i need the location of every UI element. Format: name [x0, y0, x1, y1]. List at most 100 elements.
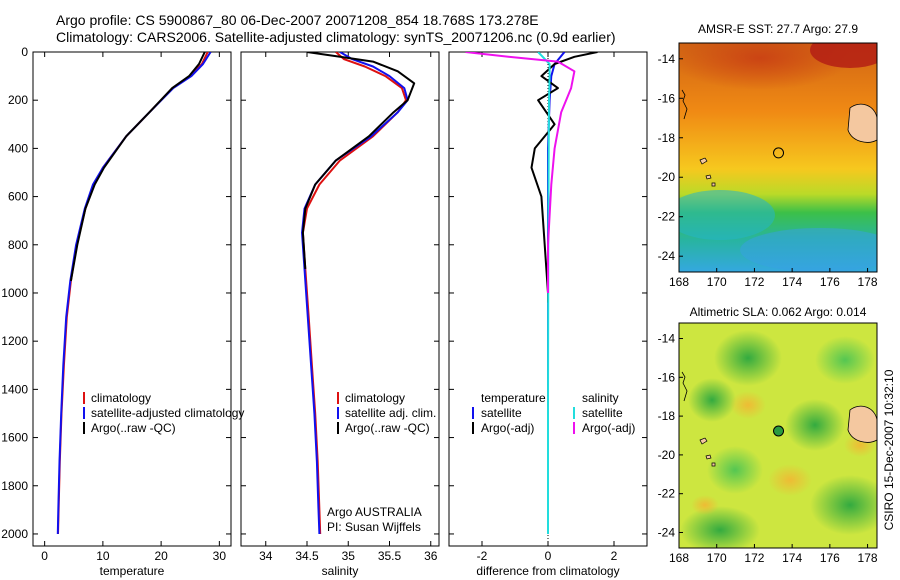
difference-xlabel: difference from climatology	[476, 564, 619, 578]
small-islands	[699, 157, 716, 187]
legend-label-argo: Argo(..raw -QC)	[91, 421, 176, 435]
legend-label-satellite: satellite adj. clim.	[345, 406, 436, 420]
lat-tick-label: -16	[658, 370, 676, 384]
y-tick-label: 1200	[1, 334, 28, 348]
sst-cool-south	[740, 228, 877, 272]
lat-tick-label: -18	[658, 409, 676, 423]
lon-tick-label: 172	[744, 275, 764, 289]
sla-map-panel: Altimetric SLA: 0.062 Argo: 0.014 168 170…	[658, 305, 878, 565]
y-tick-label: 0	[21, 45, 28, 59]
legend-label-climatology: climatology	[345, 391, 405, 405]
salinity-panel: 34 34.5 35 35.5 36 salinity climatology sate…	[240, 51, 440, 578]
temperature-legend: climatology satellite-adjusted climatolo…	[83, 391, 244, 435]
figure-title-line2: Climatology: CARS2006. Satellite-adjuste…	[56, 29, 616, 45]
legend-label-argo: Argo(..raw -QC)	[345, 421, 430, 435]
sla-map-title: Altimetric SLA: 0.062 Argo: 0.014	[690, 305, 867, 319]
sla-map-frame	[678, 322, 878, 549]
salinity-axis: 34 34.5 35 35.5 36	[241, 51, 439, 563]
sst-field	[679, 43, 877, 272]
legend-label-temp-satellite: satellite	[481, 406, 522, 420]
series-line-climatology	[301, 52, 407, 535]
lon-tick-label: 174	[782, 551, 802, 565]
argo-float-marker	[773, 147, 785, 159]
temperature-xlabel: temperature	[100, 564, 165, 578]
x-tick-label: 36	[424, 549, 438, 563]
series-line-salinity-argo-adj-	[465, 52, 576, 293]
pi-annotation: PI: Susan Wijffels	[327, 520, 421, 534]
difference-series	[465, 52, 598, 534]
sst-map-axes: 168 170 172 174 176 178 -14 -16 -18 -20 -22 -24	[658, 52, 878, 289]
lat-tick-label: -22	[658, 210, 676, 224]
series-line-temperature-satellite	[547, 52, 566, 534]
salinity-series	[301, 52, 416, 535]
sla-low-eddy-7	[680, 506, 760, 548]
sla-low-eddy-6	[810, 475, 877, 535]
sla-high-eddy-2	[768, 464, 812, 496]
lat-tick-label: -24	[658, 525, 676, 539]
sst-hot-corner	[810, 43, 877, 68]
temperature-axis: 0 10 20 30 0 200 400 600 800 1000 1200 1400 1600 1800…	[1, 45, 231, 563]
sla-low-eddy-5	[707, 446, 763, 494]
lat-tick-label: -14	[658, 52, 676, 66]
x-tick-label: 34	[259, 549, 273, 563]
temperature-series	[56, 52, 212, 535]
series-line-temperature-argo-adj-	[530, 52, 598, 303]
coastline	[681, 89, 688, 120]
legend-heading-temperature: temperature	[481, 391, 546, 405]
x-tick-label: 20	[154, 549, 168, 563]
lat-tick-label: -16	[658, 91, 676, 105]
difference-panel: -2 0 2 difference from climatology tempera…	[448, 51, 648, 578]
x-tick-label: 2	[611, 549, 618, 563]
legend-label-satellite: satellite-adjusted climatology	[91, 406, 244, 420]
sst-map-panel: AMSR-E SST: 27.7 Argo: 27.9 168 170 172 174…	[658, 22, 878, 289]
lon-tick-label: 170	[707, 275, 727, 289]
lon-tick-label: 178	[858, 275, 878, 289]
argo-country-annotation: Argo AUSTRALIA	[327, 505, 422, 519]
sla-low-eddy-3	[688, 378, 736, 422]
lon-tick-label: 168	[669, 551, 689, 565]
lat-tick-label: -20	[658, 170, 676, 184]
x-tick-label: 35	[342, 549, 356, 563]
series-line-satellite-adj-clim-	[301, 52, 409, 535]
series-line-satellite-adjusted-climatology	[56, 52, 212, 535]
sla-low-eddy-1	[714, 330, 782, 386]
lat-tick-label: -18	[658, 131, 676, 145]
y-tick-label: 400	[8, 141, 28, 155]
series-line-salinity-satellite	[537, 52, 551, 534]
difference-axis: -2 0 2	[449, 51, 647, 563]
series-line-argo-raw-qc-	[69, 52, 206, 282]
temperature-panel: 0 10 20 30 0 200 400 600 800 1000 1200 1400 1600 1800…	[1, 45, 244, 578]
legend-heading-salinity: salinity	[582, 391, 619, 405]
y-tick-label: 1800	[1, 479, 28, 493]
lon-tick-label: 170	[707, 551, 727, 565]
lon-tick-label: 174	[782, 275, 802, 289]
legend-label-temp-argo: Argo(-adj)	[481, 421, 534, 435]
credit-timestamp: CSIRO 15-Dec-2007 10:32:10	[882, 369, 896, 530]
lat-tick-label: -20	[658, 448, 676, 462]
sst-map-frame	[678, 42, 878, 273]
x-tick-label: 10	[96, 549, 110, 563]
lon-tick-label: 176	[820, 551, 840, 565]
sla-low-eddy-4	[785, 399, 845, 451]
x-tick-label: 34.5	[295, 549, 319, 563]
y-tick-label: 200	[8, 93, 28, 107]
small-islands	[699, 437, 716, 467]
lon-tick-label: 168	[669, 275, 689, 289]
salinity-legend: climatology satellite adj. clim. Argo(..…	[337, 391, 436, 435]
x-tick-label: 0	[41, 549, 48, 563]
sst-cool-patch	[679, 190, 775, 240]
sst-warm-region	[679, 43, 850, 90]
lat-tick-label: -22	[658, 487, 676, 501]
x-tick-label: 0	[545, 549, 552, 563]
sla-high-eddy-1	[730, 391, 766, 419]
sla-map-axes: 168 170 172 174 176 178 -14 -16 -18 -20 -22 -24	[658, 332, 878, 565]
lon-tick-label: 176	[820, 275, 840, 289]
salinity-plot-frame	[240, 51, 440, 547]
argo-float-marker	[773, 425, 785, 437]
salinity-xlabel: salinity	[322, 564, 359, 578]
island-outline	[847, 103, 877, 143]
y-tick-label: 1600	[1, 431, 28, 445]
y-tick-label: 800	[8, 238, 28, 252]
legend-label-sal-argo: Argo(-adj)	[582, 421, 635, 435]
